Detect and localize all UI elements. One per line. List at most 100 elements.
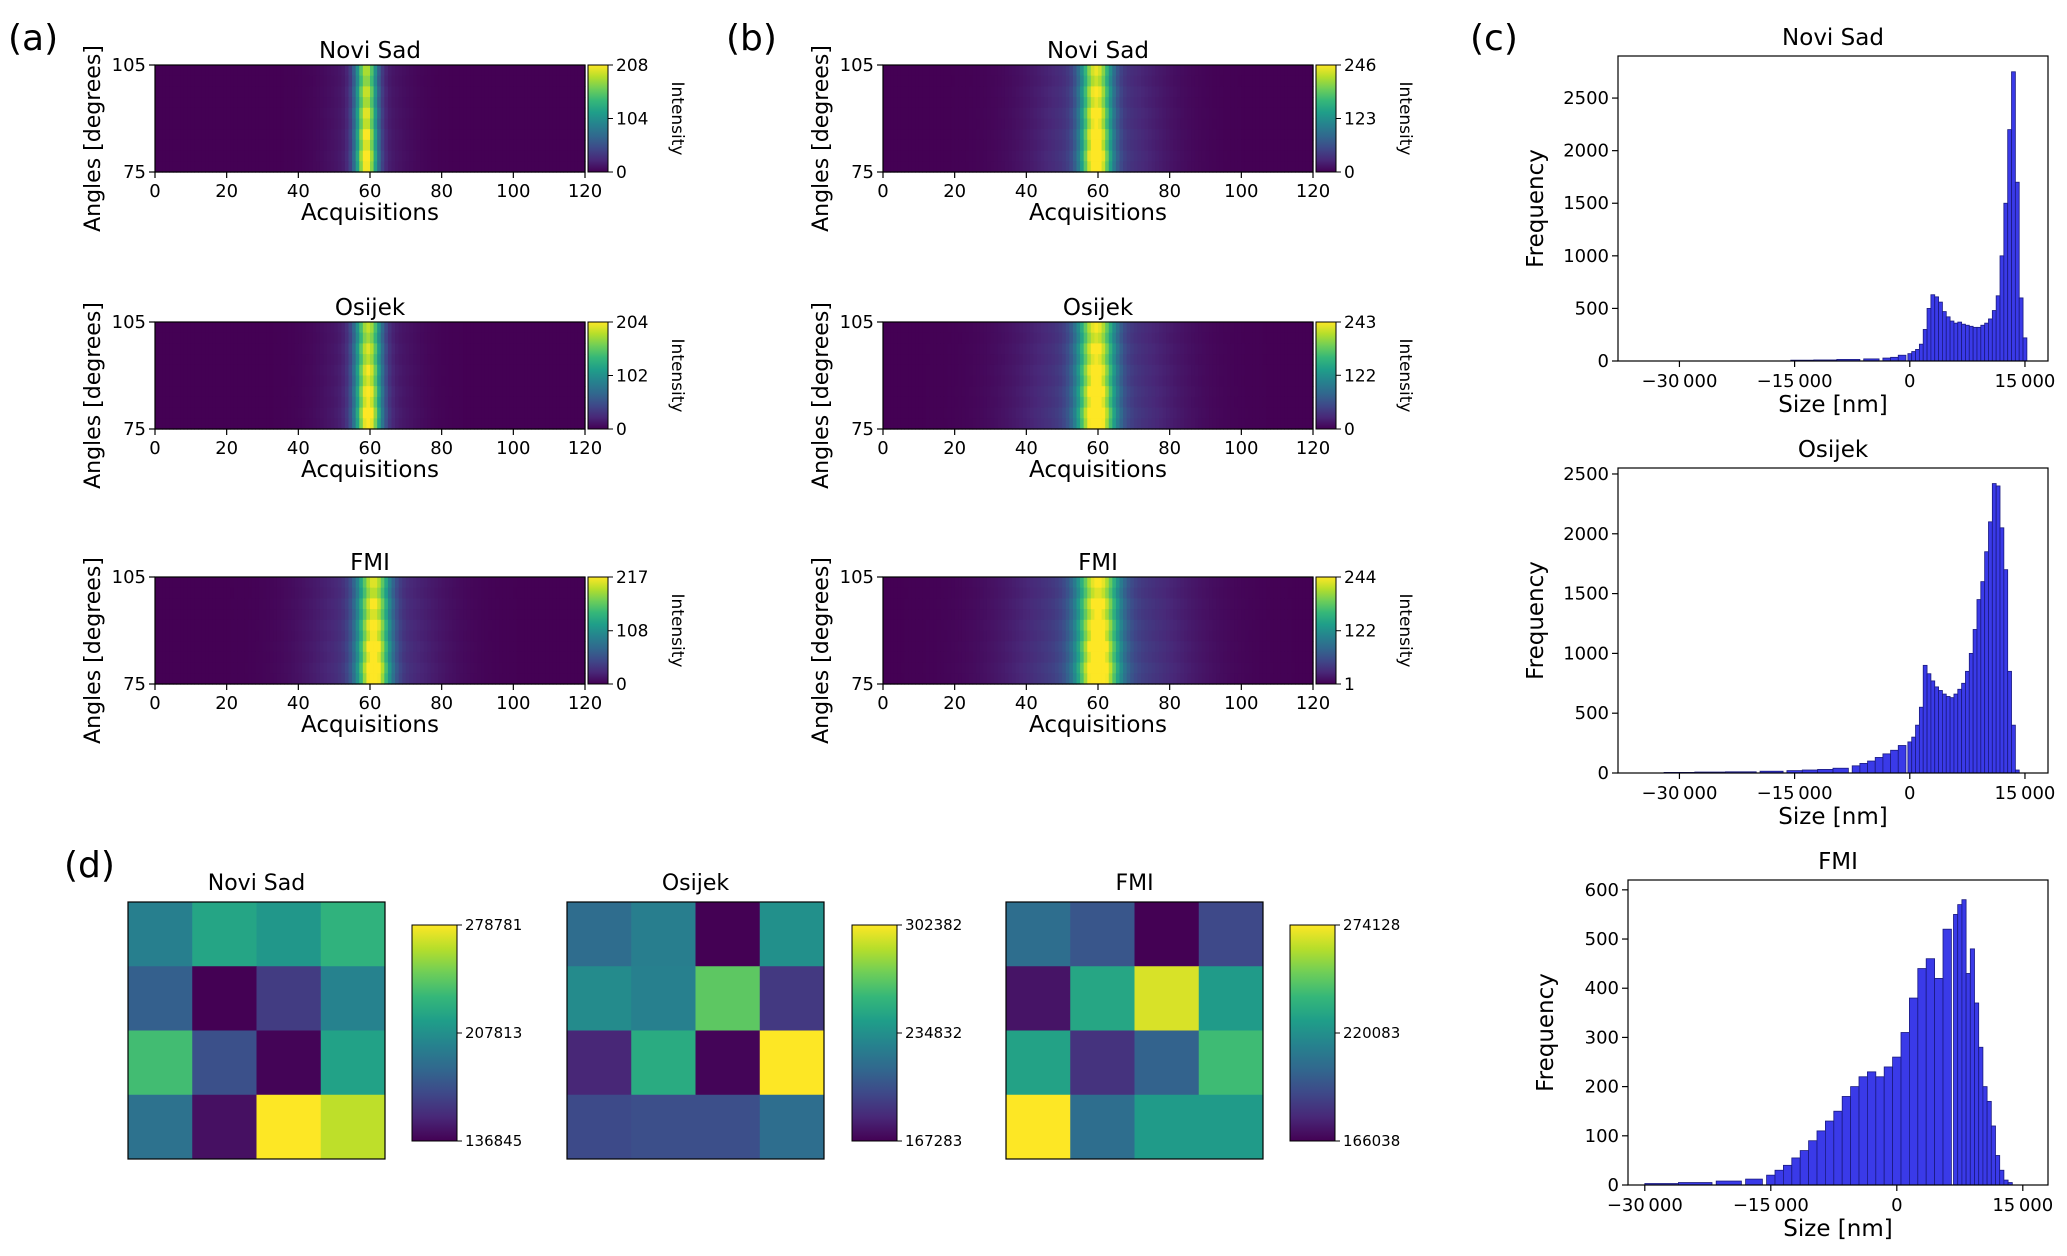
heatmap-cell [929, 118, 934, 130]
heatmap-cell [359, 332, 364, 344]
heatmap-cell [441, 630, 446, 642]
heatmap-cell [1105, 322, 1110, 334]
heatmap-cell [947, 161, 952, 173]
heatmap-cell [929, 139, 934, 152]
heatmap-cell [1055, 86, 1060, 98]
heatmap-cell [172, 598, 178, 610]
heatmap-cell [169, 375, 174, 387]
heatmap-cell [1219, 150, 1225, 162]
heatmap-cell [527, 65, 532, 77]
heatmap-cell [269, 587, 274, 599]
heatmap-cell [1144, 150, 1149, 162]
heatmap-cell [1227, 107, 1232, 120]
heatmap-cell [409, 598, 414, 610]
heatmap-cell [266, 673, 271, 685]
heatmap-cell [502, 598, 507, 610]
heatmap-cell [441, 673, 446, 685]
heatmap-cell [370, 107, 375, 120]
heatmap-cell [391, 118, 396, 130]
heatmap-cell [456, 354, 461, 366]
heatmap-cell [391, 587, 396, 599]
heatmap-cell [330, 641, 335, 653]
heatmap-cell [463, 322, 468, 334]
heatmap-cell [312, 386, 317, 398]
heatmap-cell [1169, 129, 1174, 141]
heatmap-cell [1094, 75, 1099, 87]
heatmap-cell [545, 107, 550, 120]
heatmap-cell [581, 418, 586, 430]
heatmap-cell [248, 364, 253, 377]
heatmap-cell [456, 418, 461, 430]
heatmap-cell [230, 354, 235, 366]
heatmap-cell [1087, 107, 1092, 120]
heatmap-cell [502, 161, 507, 173]
heatmap-cell [402, 97, 407, 109]
heatmap-cell [366, 386, 371, 398]
heatmap-cell [1040, 65, 1045, 77]
heatmap-cell [926, 107, 931, 120]
heatmap-cell [298, 407, 303, 419]
heatmap-cell [484, 343, 489, 355]
heatmap-cell [316, 609, 321, 621]
heatmap-cell [212, 598, 217, 610]
heatmap-cell [373, 65, 378, 77]
heatmap-cell [362, 97, 368, 109]
heatmap-cell [1051, 139, 1056, 152]
heatmap-cell [255, 322, 260, 334]
heatmap-cell [248, 97, 253, 109]
heatmap-cell [198, 354, 203, 366]
heatmap-cell [452, 364, 457, 377]
heatmap-cell [1076, 107, 1081, 120]
heatmap-cell [549, 118, 554, 130]
heatmap-cell [545, 577, 550, 589]
heatmap-cell [183, 619, 188, 632]
heatmap-cell [445, 322, 450, 334]
heatmap-cell [1155, 97, 1160, 109]
heatmap-cell [1040, 139, 1045, 152]
heatmap-cell [330, 577, 335, 589]
heatmap-cell [1130, 75, 1135, 87]
heatmap-cell [341, 418, 346, 430]
heatmap-cell [477, 364, 482, 377]
heatmap-cell [929, 86, 934, 98]
heatmap-cell [531, 107, 536, 120]
heatmap-cell [1162, 129, 1167, 141]
heatmap-cell [337, 75, 342, 87]
heatmap-cell [169, 418, 174, 430]
heatmap-cell [1026, 86, 1031, 98]
heatmap-cell [502, 354, 507, 366]
heatmap-cell [1012, 139, 1017, 152]
heatmap-cell [484, 364, 489, 377]
heatmap-cell [327, 673, 332, 685]
heatmap-cell [1090, 97, 1096, 109]
heatmap-cell [284, 609, 289, 621]
heatmap-cell [542, 673, 547, 685]
heatmap-cell [1130, 107, 1135, 120]
heatmap-cell [405, 75, 411, 87]
heatmap-cell [305, 332, 310, 344]
heatmap-cell [158, 577, 163, 589]
heatmap-cell [563, 598, 568, 610]
heatmap-cell [1227, 75, 1232, 87]
heatmap-cell [258, 75, 264, 87]
heatmap-cell [158, 662, 163, 674]
heatmap-cell [237, 118, 242, 130]
heatmap-cell [280, 407, 285, 419]
heatmap-cell [162, 641, 167, 653]
heatmap-cell [1255, 97, 1260, 109]
heatmap-cell [190, 150, 196, 162]
heatmap-cell [387, 97, 393, 109]
heatmap-cell [198, 343, 203, 355]
heatmap-cell [155, 118, 160, 130]
heatmap-cell [1248, 150, 1253, 162]
heatmap-cell [1037, 129, 1042, 141]
heatmap-cell [1298, 139, 1303, 152]
heatmap-cell [155, 609, 160, 621]
heatmap-cell [305, 577, 310, 589]
heatmap-cell [456, 107, 461, 120]
heatmap-cell [416, 150, 421, 162]
heatmap-cell [965, 65, 970, 77]
heatmap-cell [269, 354, 274, 366]
heatmap-cell [165, 332, 170, 344]
heatmap-cell [305, 396, 310, 409]
